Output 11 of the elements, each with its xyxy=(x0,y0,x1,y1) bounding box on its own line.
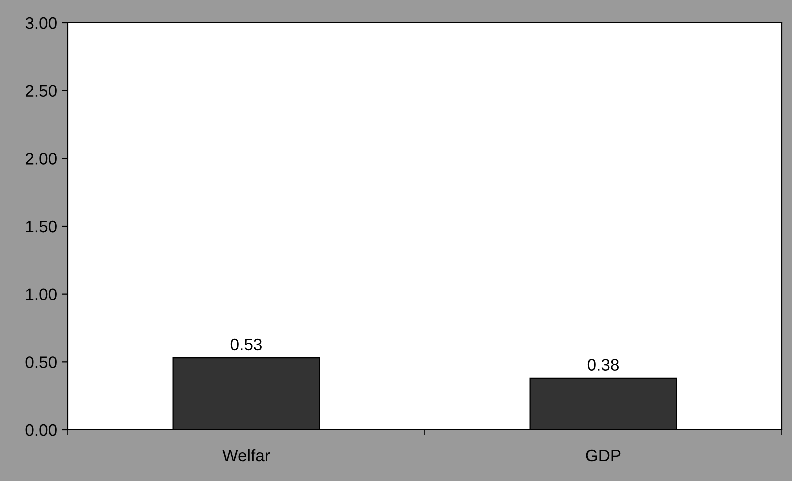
x-tick-label: Welfar xyxy=(222,449,270,462)
y-tick-label: 2.00 xyxy=(26,153,57,165)
data-label: 0.38 xyxy=(588,359,619,371)
y-tick-label: 0.00 xyxy=(26,424,57,436)
data-label: 0.53 xyxy=(230,338,262,351)
y-tick-label: 1.50 xyxy=(26,220,57,233)
y-tick-label: 2.50 xyxy=(26,85,57,98)
y-tick-label: 1.00 xyxy=(26,288,57,301)
y-tick-label: 0.50 xyxy=(26,356,57,368)
x-tick-label: GDP xyxy=(586,450,621,462)
y-tick-label: 3.00 xyxy=(26,17,57,30)
